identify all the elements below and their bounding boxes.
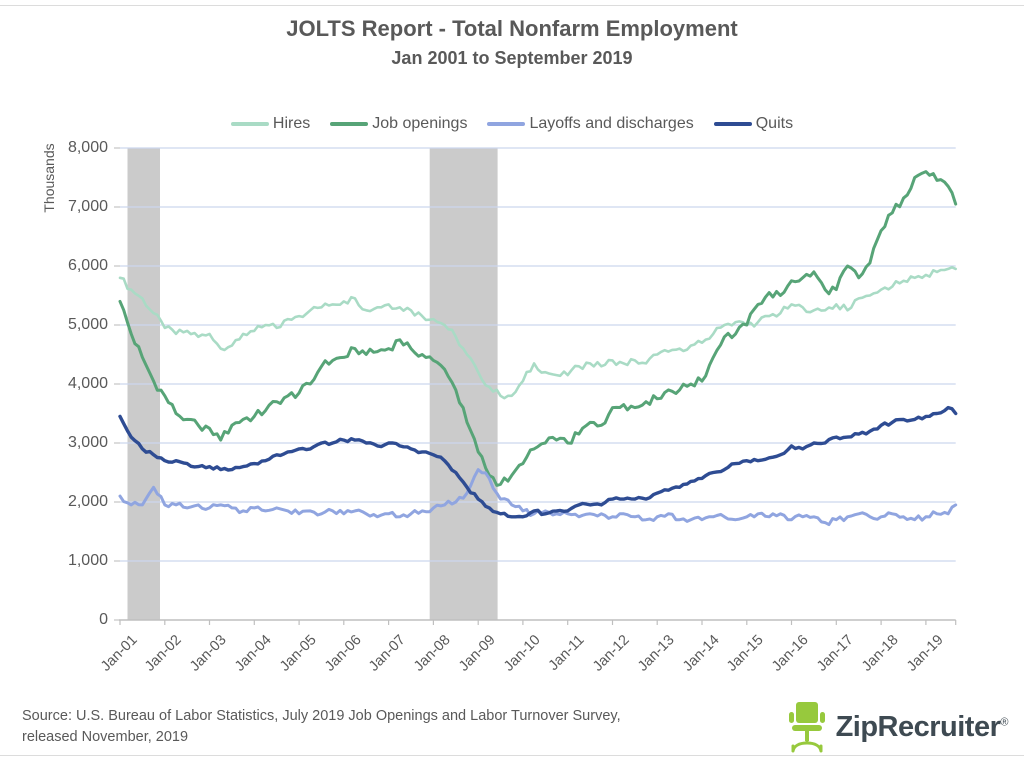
series-line-hires: [118, 265, 958, 400]
source-line-1: Source: U.S. Bureau of Labor Statistics,…: [22, 708, 621, 724]
series-line-layoffs-and-discharges: [118, 468, 958, 527]
legend-swatch-layoffs-and-discharges: [487, 122, 526, 126]
legend-item-layoffs-and-discharges: Layoffs and discharges: [487, 115, 694, 133]
legend-item-hires: Hires: [230, 115, 311, 133]
legend-label-layoffs-and-discharges: Layoffs and discharges: [529, 115, 694, 132]
bottom-border-line: [0, 755, 1024, 756]
chart-title: JOLTS Report - Total Nonfarm Employment: [286, 16, 738, 41]
logo-wordmark: ZipRecruiter®: [835, 710, 1009, 744]
ziprecruiter-logo: ZipRecruiter®: [786, 700, 1008, 754]
series-line-quits: [118, 405, 958, 519]
source-line-2: released November, 2019: [22, 728, 189, 745]
legend-label-quits: Quits: [755, 115, 794, 132]
y-tick-label: 0: [99, 611, 108, 628]
y-tick-label: 4,000: [67, 375, 108, 392]
source-note: Source: U.S. Bureau of Labor Statistics,…: [22, 706, 621, 747]
y-tick-label: 8,000: [67, 139, 108, 156]
series-line-job-openings: [118, 170, 958, 487]
top-border-line: [0, 5, 1024, 6]
legend-item-quits: Quits: [713, 115, 794, 133]
legend-swatch-quits: [713, 122, 752, 126]
y-tick-label: 5,000: [67, 316, 108, 333]
chart-legend: Hires Job openings Layoffs and discharges Q…: [0, 115, 1024, 133]
y-tick-label: 3,000: [67, 434, 108, 451]
chart-subtitle: Jan 2001 to September 2019: [391, 48, 633, 68]
legend-label-job-openings: Job openings: [372, 115, 468, 132]
y-tick-label: 6,000: [67, 257, 108, 274]
y-tick-label: 1,000: [67, 552, 108, 569]
office-chair-icon: [788, 702, 825, 753]
legend-swatch-hires: [230, 122, 269, 126]
legend-swatch-job-openings: [330, 122, 369, 126]
legend-label-hires: Hires: [272, 115, 311, 132]
logo-text: ZipRecruiter: [835, 710, 1001, 743]
legend-item-job-openings: Job openings: [330, 115, 467, 133]
registered-mark: ®: [1000, 715, 1008, 728]
y-tick-label: 2,000: [67, 493, 108, 510]
y-tick-label: 7,000: [67, 198, 108, 215]
